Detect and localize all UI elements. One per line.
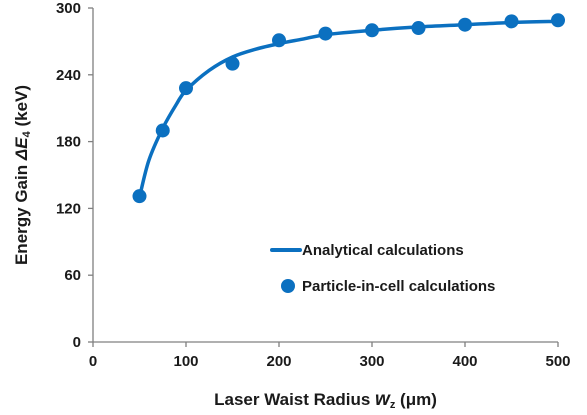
y-tick-label: 120 [56,200,81,217]
pic-data-point [179,81,193,96]
y-tick-label: 180 [56,134,81,151]
pic-data-point [458,17,472,32]
pic-data-point [132,189,147,204]
plot-series [132,13,565,204]
legend-marker-swatch [281,279,295,293]
pic-data-point [155,123,170,138]
x-tick-label: 0 [89,353,97,370]
x-tick-label: 400 [452,353,477,370]
axes [92,8,558,343]
y-tick-label: 0 [73,334,81,351]
legend-line-label: Analytical calculations [302,242,464,259]
y-tick-label: 60 [64,267,81,284]
y-tick-label: 300 [56,0,81,17]
y-axis-title: Energy Gain ΔE4 (keV) [12,85,33,265]
pic-data-point [318,26,333,41]
x-tick-label: 200 [266,353,291,370]
legend: Analytical calculations Particle-in-cell… [270,242,495,295]
pic-data-point [225,56,240,71]
pic-data-point [411,21,426,36]
legend-marker-label: Particle-in-cell calculations [302,278,495,295]
pic-data-point [272,33,286,48]
pic-data-point [504,14,519,29]
y-tick-label: 240 [56,67,81,84]
analytical-line [137,19,560,200]
pic-data-point [551,13,565,28]
x-ticks: 0 100 200 300 400 500 [89,342,571,370]
x-axis-title: Laser Waist Radius wz (μm) [214,389,437,411]
y-ticks: 0 60 120 180 240 300 [56,0,93,351]
x-tick-label: 500 [545,353,570,370]
x-tick-label: 300 [359,353,384,370]
pic-data-point [365,23,379,38]
x-tick-label: 100 [173,353,198,370]
